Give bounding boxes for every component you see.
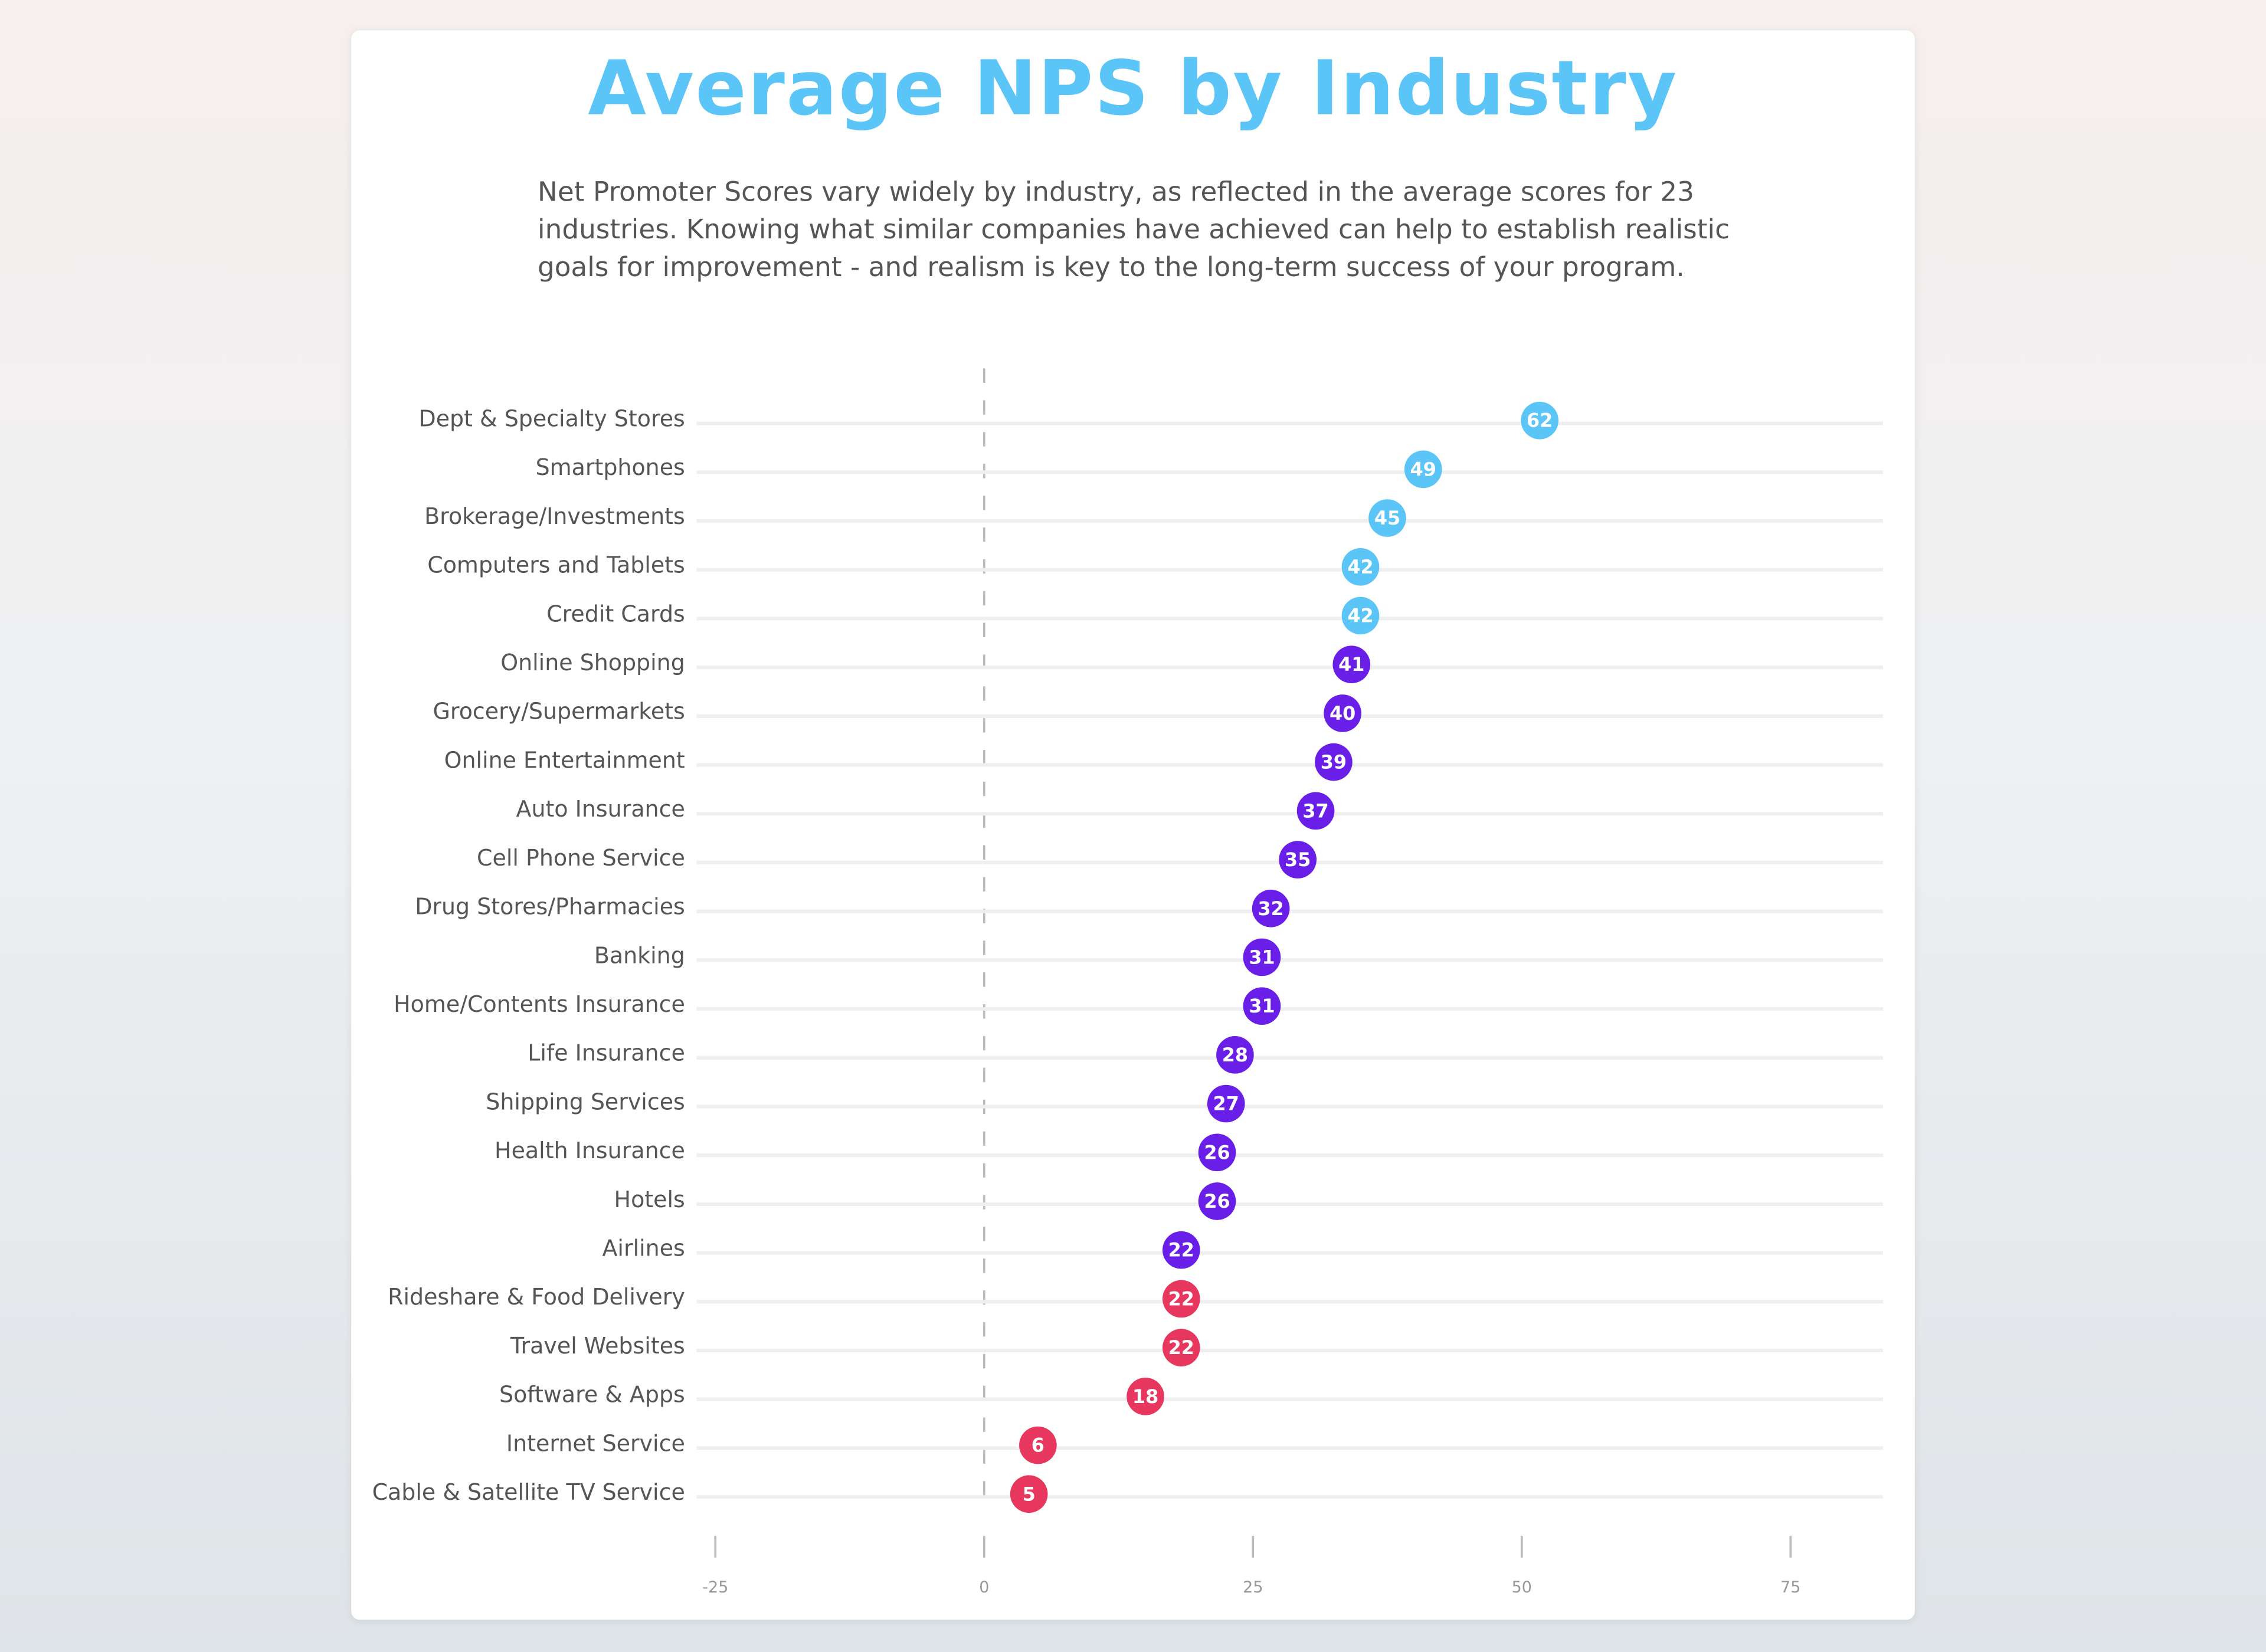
data-point bbox=[1521, 401, 1559, 440]
category-label: Internet Service bbox=[506, 1430, 685, 1456]
data-label: 49 bbox=[1410, 458, 1436, 480]
data-point bbox=[1341, 596, 1380, 635]
category-label: Life Insurance bbox=[528, 1040, 685, 1066]
data-label: 5 bbox=[1023, 1483, 1036, 1505]
category-label: Brokerage/Investments bbox=[424, 503, 685, 529]
data-point bbox=[1010, 1475, 1048, 1513]
category-label: Cable & Satellite TV Service bbox=[372, 1479, 685, 1505]
chart-card bbox=[351, 30, 1915, 1620]
category-label: Hotels bbox=[614, 1186, 685, 1212]
category-label: Home/Contents Insurance bbox=[394, 991, 685, 1017]
data-point bbox=[1243, 938, 1281, 976]
category-label: Online Entertainment bbox=[444, 747, 685, 773]
data-label: 42 bbox=[1347, 605, 1373, 627]
data-point bbox=[1368, 499, 1406, 537]
data-point bbox=[1198, 1182, 1236, 1220]
category-label: Online Shopping bbox=[500, 650, 685, 676]
data-label: 37 bbox=[1302, 799, 1328, 822]
data-label: 62 bbox=[1527, 409, 1553, 432]
data-label: 42 bbox=[1347, 556, 1373, 578]
category-label: Drug Stores/Pharmacies bbox=[415, 894, 685, 920]
x-tick-label: 0 bbox=[979, 1578, 989, 1597]
chart-title: Average NPS by Industry bbox=[588, 46, 1678, 133]
data-label: 22 bbox=[1168, 1287, 1194, 1310]
category-label: Shipping Services bbox=[486, 1089, 685, 1115]
data-point bbox=[1332, 645, 1371, 684]
x-tick-label: 25 bbox=[1243, 1578, 1263, 1597]
data-point bbox=[1296, 792, 1335, 830]
category-label: Smartphones bbox=[536, 454, 685, 480]
category-label: Credit Cards bbox=[546, 601, 685, 627]
data-point bbox=[1243, 987, 1281, 1025]
category-label: Dept & Specialty Stores bbox=[418, 405, 685, 431]
category-label: Banking bbox=[594, 942, 685, 968]
data-label: 35 bbox=[1285, 848, 1311, 871]
data-label: 31 bbox=[1249, 946, 1275, 968]
data-point bbox=[1207, 1084, 1245, 1123]
data-point bbox=[1252, 889, 1290, 927]
chart-subtitle: Net Promoter Scores vary widely by indus… bbox=[538, 178, 1730, 284]
category-label: Software & Apps bbox=[499, 1382, 685, 1408]
x-tick-label: 50 bbox=[1512, 1578, 1532, 1597]
category-label: Cell Phone Service bbox=[477, 845, 685, 871]
data-point bbox=[1162, 1280, 1200, 1318]
category-label: Rideshare & Food Delivery bbox=[388, 1284, 685, 1310]
data-point bbox=[1162, 1329, 1200, 1366]
category-label: Grocery/Supermarkets bbox=[433, 699, 685, 725]
data-label: 26 bbox=[1204, 1141, 1230, 1163]
data-label: 45 bbox=[1374, 507, 1400, 529]
data-point bbox=[1341, 548, 1380, 586]
data-point bbox=[1315, 743, 1353, 781]
data-label: 22 bbox=[1168, 1336, 1194, 1359]
data-label: 18 bbox=[1132, 1385, 1158, 1408]
data-point bbox=[1198, 1133, 1236, 1172]
data-point bbox=[1019, 1426, 1057, 1464]
data-label: 6 bbox=[1032, 1434, 1044, 1457]
data-label: 22 bbox=[1168, 1239, 1194, 1261]
category-label: Airlines bbox=[602, 1235, 685, 1261]
data-point bbox=[1216, 1036, 1254, 1074]
data-label: 27 bbox=[1213, 1093, 1239, 1115]
x-tick-label: 75 bbox=[1780, 1578, 1800, 1597]
data-point bbox=[1324, 694, 1361, 732]
data-point bbox=[1127, 1378, 1164, 1415]
data-point bbox=[1279, 841, 1317, 879]
category-label: Auto Insurance bbox=[516, 796, 685, 822]
data-label: 40 bbox=[1330, 702, 1355, 725]
data-point bbox=[1404, 450, 1442, 489]
category-label: Computers and Tablets bbox=[427, 552, 685, 578]
data-label: 31 bbox=[1249, 995, 1275, 1017]
category-label: Health Insurance bbox=[495, 1138, 685, 1163]
data-label: 39 bbox=[1321, 751, 1347, 773]
data-label: 32 bbox=[1258, 897, 1284, 920]
data-point bbox=[1162, 1231, 1200, 1269]
data-label: 41 bbox=[1338, 653, 1364, 676]
category-label: Travel Websites bbox=[510, 1333, 685, 1359]
x-tick-label: -25 bbox=[702, 1578, 728, 1597]
data-label: 26 bbox=[1204, 1190, 1230, 1212]
data-label: 28 bbox=[1222, 1044, 1248, 1066]
